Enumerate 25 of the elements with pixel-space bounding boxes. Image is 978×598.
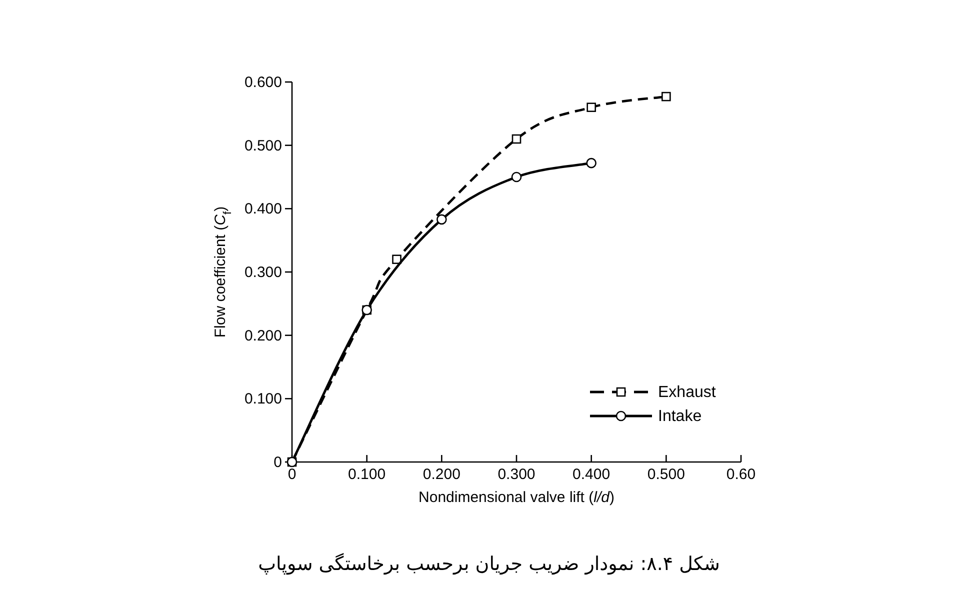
y-tick-label: 0.200	[244, 327, 282, 344]
x-tick-label: 0.300	[498, 466, 536, 483]
y-tick-label: 0.600	[244, 74, 282, 91]
x-tick-label: 0.60	[726, 466, 756, 483]
point	[586, 102, 596, 112]
point	[512, 134, 522, 144]
x-axis-title: Nondimensional valve lift (l/d)	[418, 489, 614, 506]
x-tick-label: 0.100	[348, 466, 386, 483]
x-tick-label: 0.400	[572, 466, 610, 483]
x-tick-label: 0.500	[647, 466, 685, 483]
point	[586, 158, 596, 168]
y-tick-label: 0.400	[244, 200, 282, 218]
point	[511, 172, 522, 182]
legend-label: Intake	[658, 408, 702, 425]
y-tick-label: 0.100	[244, 390, 282, 408]
point	[436, 214, 447, 225]
legend-label: Exhaust	[658, 384, 716, 401]
text: شکل ۸.۴: نمودار ضریب جریان برحسب برخاستگی سوپاپ	[257, 553, 721, 575]
y-tick-label: 0	[274, 454, 282, 471]
y-tick-label: 0.500	[244, 137, 282, 154]
y-tick-label: 0.300	[244, 264, 282, 281]
x-tick-label: 0	[288, 466, 296, 483]
point	[392, 254, 402, 264]
point	[662, 92, 671, 102]
x-tick-label: 0.200	[422, 466, 460, 483]
